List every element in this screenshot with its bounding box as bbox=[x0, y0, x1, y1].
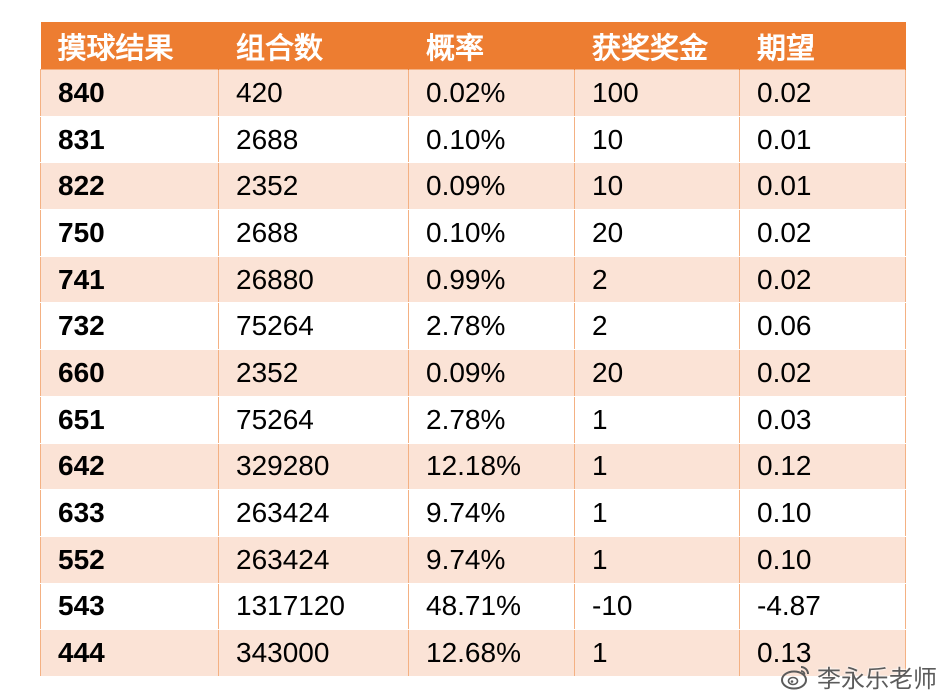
cell-result: 831 bbox=[40, 115, 219, 164]
table-header: 摸球结果 组合数 概率 获奖奖金 期望 bbox=[40, 22, 906, 70]
cell-expectation: 0.03 bbox=[739, 395, 906, 444]
cell-result: 543 bbox=[40, 582, 219, 631]
cell-prize: 10 bbox=[574, 115, 740, 164]
cell-prize: -10 bbox=[574, 582, 740, 631]
probability-table-container: 摸球结果 组合数 概率 获奖奖金 期望 840 420 0.02% 100 0.02 83… bbox=[40, 22, 906, 677]
header-row: 摸球结果 组合数 概率 获奖奖金 期望 bbox=[40, 22, 906, 70]
cell-prize: 1 bbox=[574, 535, 740, 584]
cell-result: 732 bbox=[40, 302, 219, 351]
cell-prize: 1 bbox=[574, 442, 740, 491]
cell-expectation: 0.02 bbox=[739, 349, 906, 397]
cell-probability: 0.10% bbox=[408, 115, 575, 164]
weibo-icon bbox=[781, 664, 811, 690]
cell-expectation: 0.10 bbox=[739, 489, 906, 537]
table-row: 651 75264 2.78% 1 0.03 bbox=[40, 395, 906, 444]
table-row: 840 420 0.02% 100 0.02 bbox=[40, 69, 906, 117]
cell-expectation: 0.02 bbox=[739, 255, 906, 304]
cell-result: 660 bbox=[40, 349, 219, 397]
cell-probability: 0.09% bbox=[408, 349, 575, 397]
table-row: 732 75264 2.78% 2 0.06 bbox=[40, 302, 906, 351]
cell-combinations: 263424 bbox=[218, 489, 409, 537]
cell-expectation: -4.87 bbox=[739, 582, 906, 631]
cell-prize: 2 bbox=[574, 255, 740, 304]
cell-combinations: 2352 bbox=[218, 162, 409, 211]
table-row: 633 263424 9.74% 1 0.10 bbox=[40, 489, 906, 537]
cell-combinations: 1317120 bbox=[218, 582, 409, 631]
cell-combinations: 26880 bbox=[218, 255, 409, 304]
cell-prize: 10 bbox=[574, 162, 740, 211]
cell-result: 822 bbox=[40, 162, 219, 211]
cell-result: 750 bbox=[40, 209, 219, 257]
cell-combinations: 2688 bbox=[218, 115, 409, 164]
cell-combinations: 343000 bbox=[218, 629, 409, 677]
cell-prize: 1 bbox=[574, 395, 740, 444]
cell-expectation: 0.02 bbox=[739, 69, 906, 117]
cell-prize: 1 bbox=[574, 629, 740, 677]
cell-combinations: 420 bbox=[218, 69, 409, 117]
cell-prize: 1 bbox=[574, 489, 740, 537]
cell-probability: 0.10% bbox=[408, 209, 575, 257]
table-row: 831 2688 0.10% 10 0.01 bbox=[40, 115, 906, 164]
cell-combinations: 263424 bbox=[218, 535, 409, 584]
table-row: 444 343000 12.68% 1 0.13 bbox=[40, 629, 906, 677]
cell-result: 444 bbox=[40, 629, 219, 677]
cell-result: 840 bbox=[40, 69, 219, 117]
cell-probability: 2.78% bbox=[408, 302, 575, 351]
watermark: 李永乐老师 bbox=[781, 659, 937, 694]
table-row: 822 2352 0.09% 10 0.01 bbox=[40, 162, 906, 211]
cell-combinations: 2352 bbox=[218, 349, 409, 397]
cell-probability: 48.71% bbox=[408, 582, 575, 631]
cell-probability: 12.68% bbox=[408, 629, 575, 677]
cell-combinations: 75264 bbox=[218, 395, 409, 444]
cell-probability: 0.09% bbox=[408, 162, 575, 211]
header-result: 摸球结果 bbox=[40, 22, 219, 70]
cell-expectation: 0.06 bbox=[739, 302, 906, 351]
cell-expectation: 0.10 bbox=[739, 535, 906, 584]
cell-expectation: 0.02 bbox=[739, 209, 906, 257]
cell-probability: 0.02% bbox=[408, 69, 575, 117]
cell-probability: 12.18% bbox=[408, 442, 575, 491]
table-row: 543 1317120 48.71% -10 -4.87 bbox=[40, 582, 906, 631]
cell-result: 552 bbox=[40, 535, 219, 584]
table-row: 642 329280 12.18% 1 0.12 bbox=[40, 442, 906, 491]
cell-probability: 9.74% bbox=[408, 535, 575, 584]
cell-combinations: 329280 bbox=[218, 442, 409, 491]
cell-prize: 100 bbox=[574, 69, 740, 117]
table-row: 741 26880 0.99% 2 0.02 bbox=[40, 255, 906, 304]
cell-prize: 2 bbox=[574, 302, 740, 351]
table-body: 840 420 0.02% 100 0.02 831 2688 0.10% 10 0.01 822 2… bbox=[40, 69, 906, 677]
cell-prize: 20 bbox=[574, 349, 740, 397]
table-row: 660 2352 0.09% 20 0.02 bbox=[40, 349, 906, 397]
cell-expectation: 0.12 bbox=[739, 442, 906, 491]
cell-probability: 2.78% bbox=[408, 395, 575, 444]
cell-combinations: 75264 bbox=[218, 302, 409, 351]
header-expectation: 期望 bbox=[739, 22, 906, 70]
probability-table: 摸球结果 组合数 概率 获奖奖金 期望 840 420 0.02% 100 0.02 83… bbox=[40, 22, 906, 677]
table-row: 750 2688 0.10% 20 0.02 bbox=[40, 209, 906, 257]
cell-expectation: 0.01 bbox=[739, 162, 906, 211]
table-row: 552 263424 9.74% 1 0.10 bbox=[40, 535, 906, 584]
cell-result: 633 bbox=[40, 489, 219, 537]
header-combinations: 组合数 bbox=[218, 22, 409, 70]
cell-result: 651 bbox=[40, 395, 219, 444]
header-prize: 获奖奖金 bbox=[574, 22, 740, 70]
cell-prize: 20 bbox=[574, 209, 740, 257]
header-probability: 概率 bbox=[408, 22, 575, 70]
cell-result: 741 bbox=[40, 255, 219, 304]
cell-probability: 9.74% bbox=[408, 489, 575, 537]
cell-result: 642 bbox=[40, 442, 219, 491]
cell-probability: 0.99% bbox=[408, 255, 575, 304]
cell-expectation: 0.13 bbox=[739, 629, 906, 677]
watermark-text: 李永乐老师 bbox=[817, 665, 937, 693]
cell-expectation: 0.01 bbox=[739, 115, 906, 164]
cell-combinations: 2688 bbox=[218, 209, 409, 257]
